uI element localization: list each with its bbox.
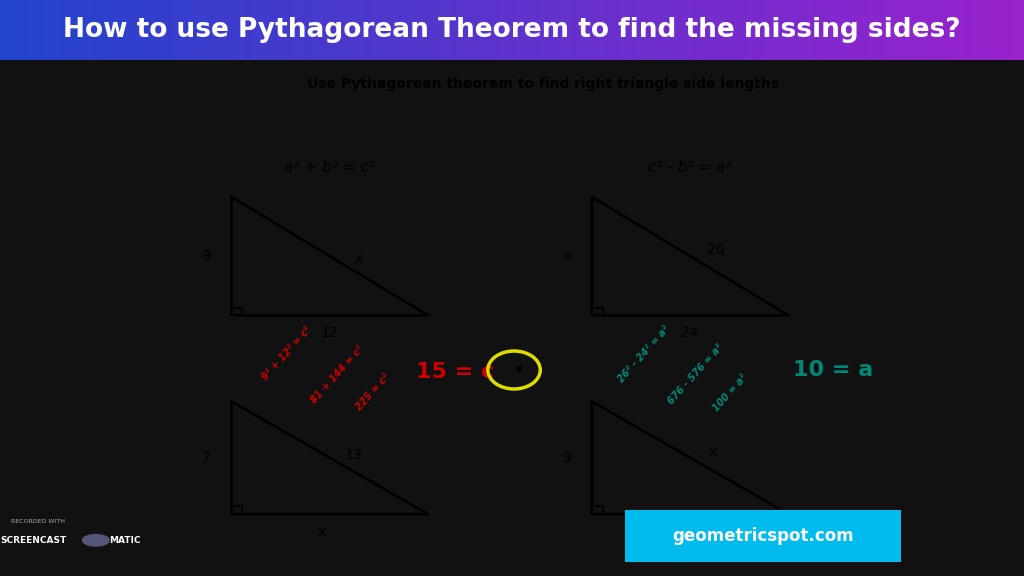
Text: geometricspot.com: geometricspot.com xyxy=(672,526,854,545)
Text: MATIC: MATIC xyxy=(110,536,140,545)
Text: 100 = a²: 100 = a² xyxy=(711,372,749,413)
FancyBboxPatch shape xyxy=(602,506,924,566)
Text: c² - b² = a²: c² - b² = a² xyxy=(648,160,732,175)
Text: 9: 9 xyxy=(562,451,571,465)
Text: x: x xyxy=(317,525,326,539)
Text: x: x xyxy=(354,252,362,266)
Text: 10 = a: 10 = a xyxy=(793,360,872,380)
Text: 13: 13 xyxy=(344,449,362,463)
Text: a² + b² = c²: a² + b² = c² xyxy=(285,160,375,175)
Circle shape xyxy=(83,535,110,546)
Text: 9² + 12² = c²: 9² + 12² = c² xyxy=(260,325,313,383)
Text: 81 + 144 = c²: 81 + 144 = c² xyxy=(309,344,366,406)
Text: 676 - 576 = a²: 676 - 576 = a² xyxy=(666,343,725,407)
Text: SCREENCAST: SCREENCAST xyxy=(0,536,67,545)
Text: 10: 10 xyxy=(681,525,699,539)
Text: 12: 12 xyxy=(321,326,339,340)
Text: How to use Pythagorean Theorem to find the missing sides?: How to use Pythagorean Theorem to find t… xyxy=(63,17,961,43)
Text: x: x xyxy=(709,445,717,459)
Text: 15 = c: 15 = c xyxy=(416,362,494,382)
Text: Use Pythagorean theorem to find right triangle side lengths: Use Pythagorean theorem to find right tr… xyxy=(307,77,778,91)
Text: 7: 7 xyxy=(202,451,211,465)
Text: 26² - 24² = a²: 26² - 24² = a² xyxy=(616,324,672,384)
Text: 225 = c²: 225 = c² xyxy=(354,373,392,412)
Text: 26: 26 xyxy=(707,243,724,257)
Text: RECORDED WITH: RECORDED WITH xyxy=(10,519,65,524)
Text: 9: 9 xyxy=(202,249,211,263)
Text: 24: 24 xyxy=(681,326,699,340)
Text: x: x xyxy=(563,249,571,263)
